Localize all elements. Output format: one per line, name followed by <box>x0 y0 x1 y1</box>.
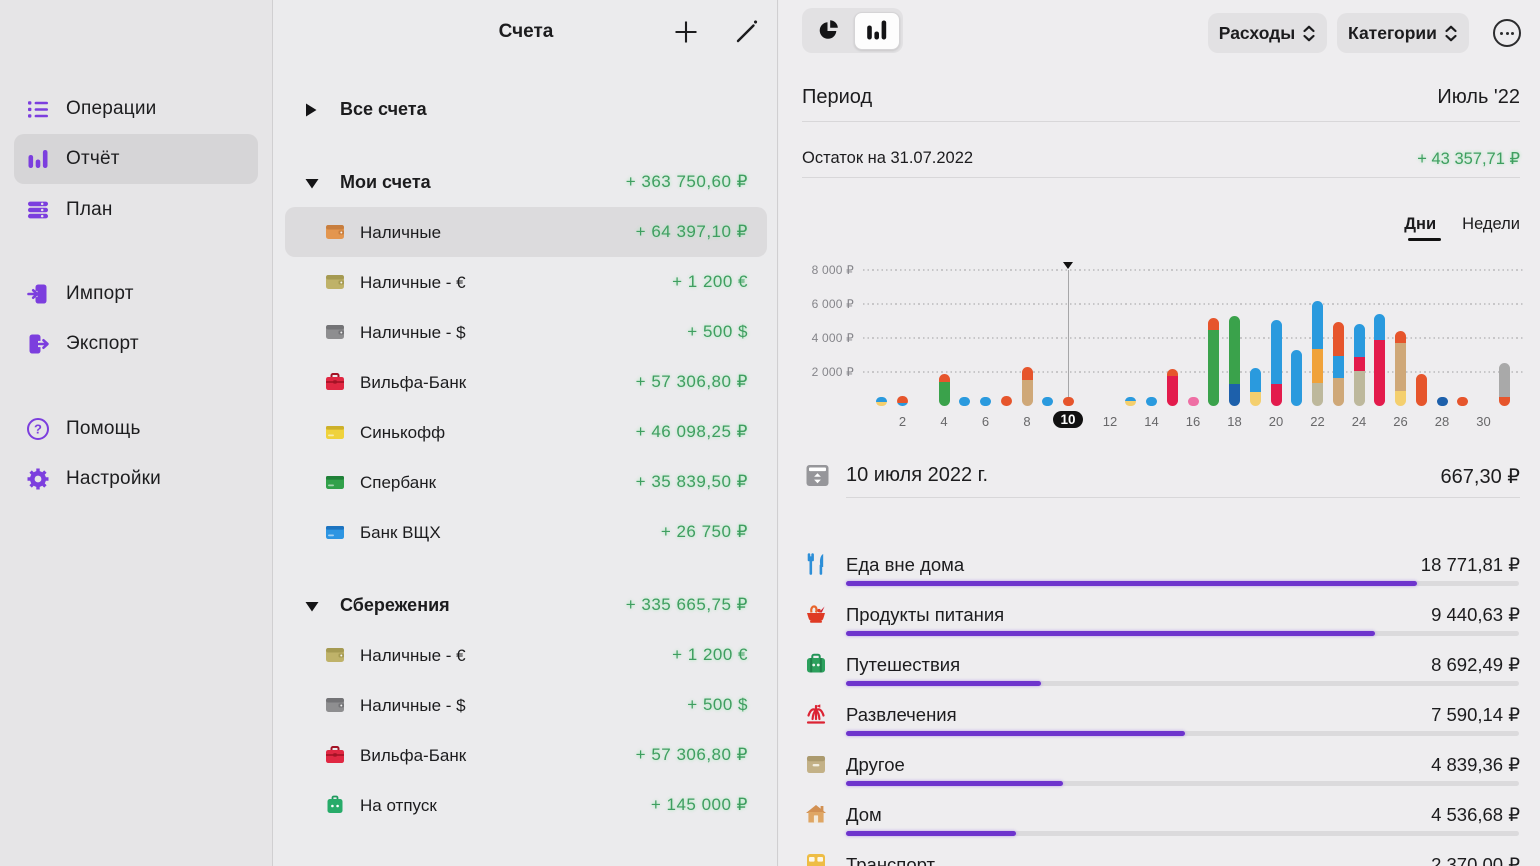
svg-text:?: ? <box>34 421 42 436</box>
